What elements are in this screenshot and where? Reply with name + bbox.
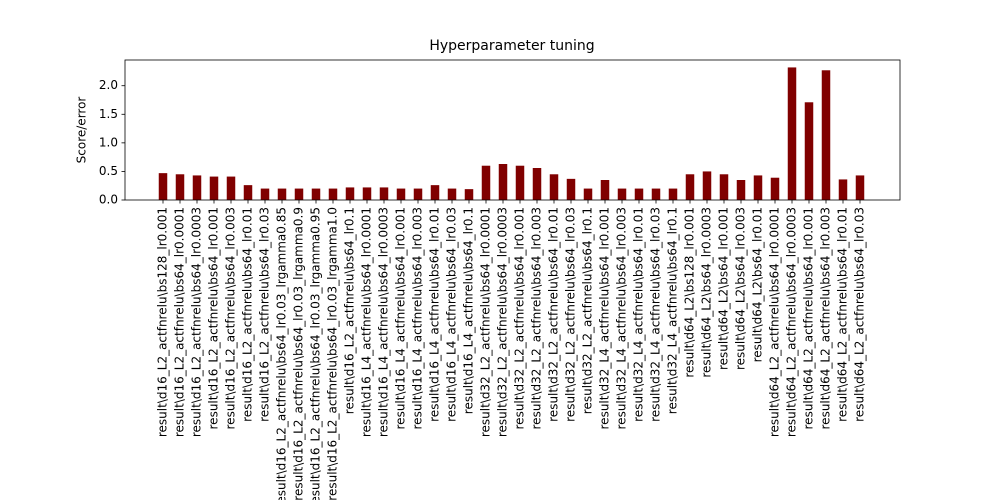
bar [345, 187, 355, 200]
x-tick-label: result\d64_L2\bs64_lr0.01 [751, 207, 765, 362]
bar [804, 102, 814, 200]
x-tick-label: result\d64_L2\bs64_lr0.001 [717, 207, 731, 370]
x-tick-label: result\d32_L2_actfnrelu\bs64_lr0.0003 [496, 207, 510, 437]
y-tick-label: 1.0 [99, 135, 118, 149]
x-tick-label: result\d64_L2_actfnrelu\bs64_lr0.001 [802, 207, 816, 429]
x-tick-label: result\d32_L2_actfnrelu\bs64_lr0.001 [513, 207, 527, 429]
bar [260, 188, 270, 200]
x-tick-label: result\d16_L2_actfnrelu\bs64_lr0.0001 [173, 207, 187, 437]
x-tick-label: result\d32_L2_actfnrelu\bs64_lr0.0001 [479, 207, 493, 437]
bar [362, 187, 372, 200]
x-tick-label: result\d16_L2_actfnrelu\bs64_lr0.1 [343, 207, 357, 414]
bar [396, 188, 406, 200]
bar [192, 175, 202, 200]
bar [158, 173, 168, 200]
x-tick-label: result\d16_L2_actfnrelu\bs64_lr0.003 [224, 207, 238, 429]
bar [311, 188, 321, 200]
x-tick-label: result\d32_L4_actfnrelu\bs64_lr0.001 [598, 207, 612, 429]
x-tick-label: result\d16_L2_actfnrelu\bs64_lr0.001 [207, 207, 221, 429]
bar [226, 176, 236, 200]
chart-title: Hyperparameter tuning [429, 38, 594, 54]
bar [532, 168, 542, 200]
x-tick-label: result\d64_L2_actfnrelu\bs64_lr0.03 [853, 207, 867, 422]
bar [685, 174, 695, 200]
bar [430, 185, 440, 200]
x-tick-label: result\d64_L2\bs64_lr0.003 [734, 207, 748, 370]
x-tick-label: result\d16_L4_actfnrelu\bs64_lr0.001 [394, 207, 408, 429]
x-tick-label: result\d32_L2_actfnrelu\bs64_lr0.03 [564, 207, 578, 422]
bar [328, 188, 338, 200]
y-axis-label: Score/error [75, 97, 89, 164]
x-tick-label: result\d32_L4_actfnrelu\bs64_lr0.03 [649, 207, 663, 422]
bar [294, 188, 304, 200]
y-tick-label: 0.5 [99, 164, 118, 178]
x-tick-label: result\d32_L4_actfnrelu\bs64_lr0.003 [615, 207, 629, 429]
bar [549, 174, 559, 200]
x-tick-label: result\d32_L4_actfnrelu\bs64_lr0.01 [632, 207, 646, 422]
bar [583, 188, 593, 200]
x-tick-label: result\d16_L4_actfnrelu\bs64_lr0.01 [428, 207, 442, 422]
x-tick-label: result\d64_L2_actfnrelu\bs64_lr0.01 [836, 207, 850, 422]
bar [753, 175, 763, 200]
bar [651, 188, 661, 200]
x-tick-label: result\d16_L2_actfnrelu\bs64_lr0.03_lrga… [292, 207, 306, 500]
bar [175, 174, 185, 200]
bar [498, 164, 508, 200]
x-tick-label: result\d64_L2\bs128_lr0.001 [683, 207, 697, 378]
x-tick-label: result\d32_L2_actfnrelu\bs64_lr0.01 [547, 207, 561, 422]
x-tick-label: result\d32_L2_actfnrelu\bs64_lr0.003 [530, 207, 544, 429]
x-tick-label: result\d64_L2_actfnrelu\bs64_lr0.003 [819, 207, 833, 429]
bar [379, 187, 389, 200]
y-tick-label: 2.0 [99, 78, 118, 92]
bar [787, 67, 797, 200]
bar [243, 185, 253, 200]
x-tick-label: result\d16_L4_actfnrelu\bs64_lr0.003 [411, 207, 425, 429]
bar [668, 188, 678, 200]
bar [736, 180, 746, 200]
bar [515, 165, 525, 200]
x-tick-label: result\d32_L2_actfnrelu\bs64_lr0.1 [581, 207, 595, 414]
x-tick-label: result\d32_L4_actfnrelu\bs64_lr0.1 [666, 207, 680, 414]
bar [770, 177, 780, 200]
x-tick-label: result\d16_L4_actfnrelu\bs64_lr0.0003 [377, 207, 391, 437]
x-tick-label: result\d16_L2_actfnrelu\bs128_lr0.001 [156, 207, 170, 437]
bar [447, 188, 457, 200]
bar [855, 175, 865, 200]
x-tick-label: result\d16_L4_actfnrelu\bs64_lr0.1 [462, 207, 476, 414]
x-tick-label: result\d16_L2_actfnrelu\bs64_lr0.03_lrga… [309, 207, 323, 500]
x-tick-label: result\d16_L2_actfnrelu\bs64_lr0.0003 [190, 207, 204, 437]
bar [702, 171, 712, 200]
bar [481, 165, 491, 200]
x-tick-label: result\d64_L2\bs64_lr0.0003 [700, 207, 714, 378]
x-tick-label: result\d16_L2_actfnrelu\bs64_lr0.01 [241, 207, 255, 422]
x-tick-label: result\d64_L2_actfnrelu\bs64_lr0.0003 [785, 207, 799, 437]
plot-frame [124, 59, 901, 201]
y-tick-label: 0.0 [99, 193, 118, 207]
x-tick-label: result\d64_L2_actfnrelu\bs64_lr0.0001 [768, 207, 782, 437]
x-tick-label: result\d16_L4_actfnrelu\bs64_lr0.03 [445, 207, 459, 422]
bar [634, 188, 644, 200]
bar [719, 174, 729, 200]
x-tick-label: result\d16_L2_actfnrelu\bs64_lr0.03_lrga… [326, 207, 340, 500]
bar [209, 176, 219, 200]
bar [413, 188, 423, 200]
bar [277, 188, 287, 200]
bar [600, 180, 610, 200]
y-tick-label: 1.5 [99, 107, 118, 121]
bar [617, 188, 627, 200]
x-tick-label: result\d16_L4_actfnrelu\bs64_lr0.0001 [360, 207, 374, 437]
bar [566, 178, 576, 200]
bar [838, 179, 848, 200]
bar [821, 70, 831, 201]
x-tick-label: result\d16_L2_actfnrelu\bs64_lr0.03_lrga… [275, 207, 289, 500]
bar [464, 189, 474, 200]
x-tick-label: result\d16_L2_actfnrelu\bs64_lr0.03 [258, 207, 272, 422]
